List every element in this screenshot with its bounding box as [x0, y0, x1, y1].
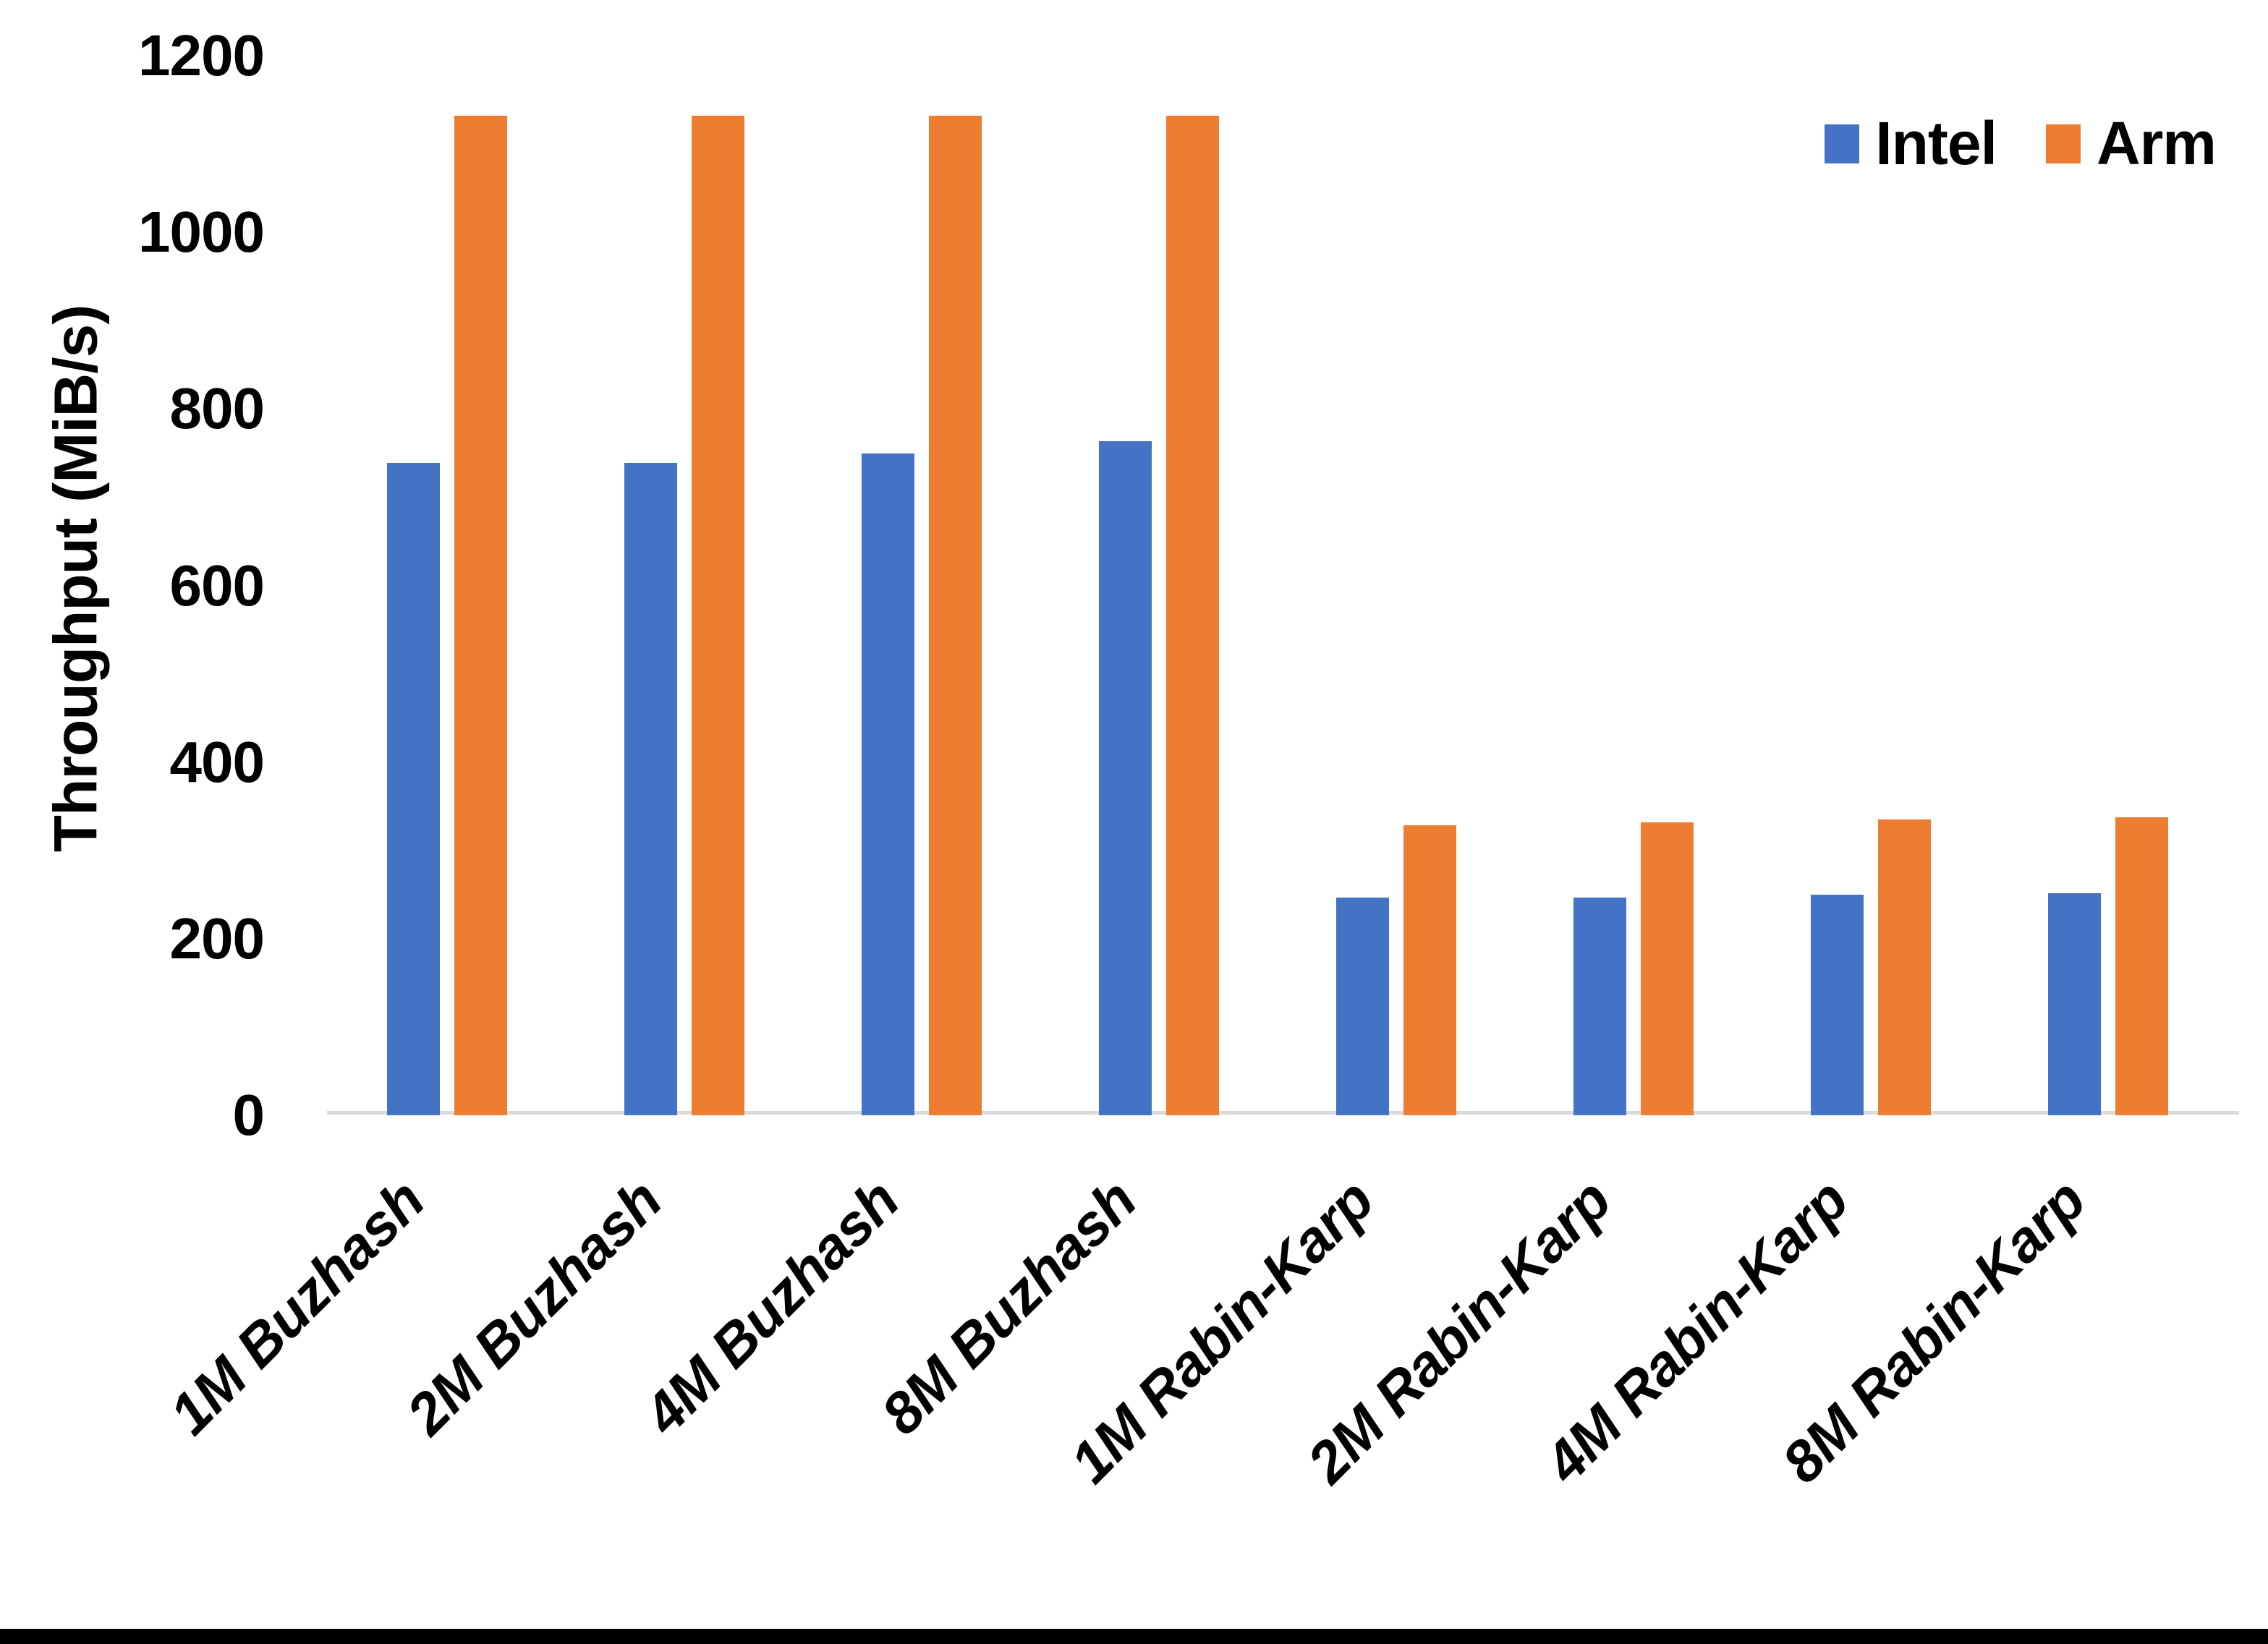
arm-bar — [1403, 825, 1456, 1115]
y-axis-tick-labels: 0 200 400 600 800 1000 1200 — [0, 0, 266, 1644]
intel-bar — [1811, 895, 1864, 1115]
intel-series-swatch — [1825, 124, 1860, 163]
intel-bar — [624, 463, 677, 1115]
x-category-label: 8M Buzhash — [869, 1167, 1149, 1447]
plot-area — [327, 52, 2239, 1115]
x-category-label: 4M Buzhash — [632, 1167, 912, 1447]
arm-bar — [454, 116, 507, 1115]
intel-bar — [1099, 441, 1152, 1115]
arm-bar — [1166, 116, 1219, 1115]
intel-bar — [1573, 898, 1626, 1115]
intel-bar — [862, 453, 914, 1115]
legend-item-arm: Arm — [2045, 108, 2217, 179]
arm-bar — [1878, 819, 1931, 1115]
bar-group — [624, 116, 744, 1115]
y-tick-label: 800 — [169, 376, 265, 441]
legend-label-arm: Arm — [2096, 109, 2217, 177]
arm-bar — [692, 116, 744, 1115]
intel-bar — [387, 463, 440, 1115]
x-axis-baseline — [327, 1111, 2239, 1115]
legend: Intel Arm — [1825, 108, 2217, 179]
bar-group — [2048, 817, 2168, 1115]
legend-label-intel: Intel — [1875, 109, 1997, 177]
x-category-label: 8M Rabin-Karp — [1770, 1167, 2098, 1496]
y-tick-label: 400 — [169, 729, 265, 794]
screenshot-bottom-border — [0, 1629, 2268, 1644]
bar-group — [862, 116, 982, 1115]
intel-bar — [2048, 893, 2101, 1115]
bar-group — [387, 116, 507, 1115]
y-tick-label: 1000 — [138, 200, 265, 265]
y-tick-label: 0 — [232, 1083, 266, 1147]
y-tick-label: 200 — [169, 906, 265, 971]
bar-group — [1336, 825, 1456, 1115]
bar-group — [1573, 822, 1694, 1115]
x-category-label: 1M Rabin-Karp — [1058, 1167, 1386, 1496]
legend-item-intel: Intel — [1825, 108, 1997, 179]
x-category-label: 2M Rabin-Karp — [1295, 1167, 1623, 1496]
arm-bar — [1641, 822, 1694, 1115]
x-category-label: 4M Rabin-Karp — [1532, 1167, 1861, 1496]
y-tick-label: 1200 — [138, 23, 265, 88]
bar-group — [1099, 116, 1219, 1115]
bar-groups — [327, 52, 2239, 1115]
arm-bar — [929, 116, 982, 1115]
bar-group — [1811, 819, 1931, 1115]
arm-series-swatch — [2045, 124, 2081, 163]
y-tick-label: 600 — [169, 553, 265, 618]
intel-bar — [1336, 898, 1389, 1115]
arm-bar — [2115, 817, 2168, 1115]
